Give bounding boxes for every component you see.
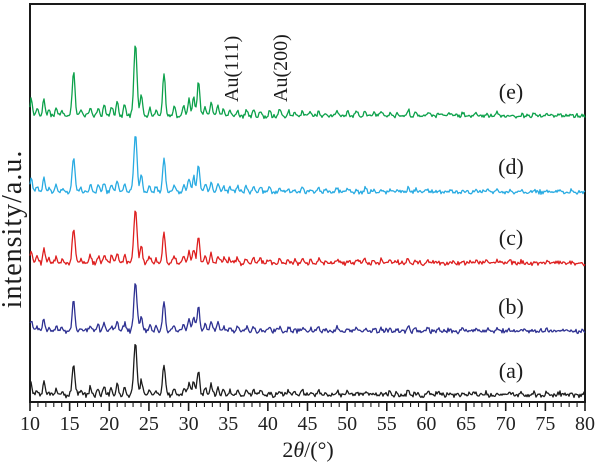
xrd-trace-a	[29, 343, 586, 399]
series-label-e: (e)	[498, 79, 524, 104]
series-label-d: (d)	[498, 154, 524, 179]
xrd-trace-d	[29, 136, 586, 195]
x-tick-label-55: 55	[376, 413, 397, 435]
x-tick-label-35: 35	[218, 413, 239, 435]
x-tick-label-75: 75	[535, 413, 556, 435]
series-label-b: (b)	[498, 294, 524, 319]
annotation-au111: Au(111)	[221, 35, 244, 102]
series-label-c: (c)	[498, 225, 524, 250]
x-axis-label-theta: θ	[293, 437, 305, 462]
annotation-au200: Au(200)	[270, 34, 293, 102]
x-axis-label-prefix: 2	[282, 437, 294, 462]
x-tick-label-70: 70	[495, 413, 516, 435]
x-tick-label-20: 20	[99, 413, 120, 435]
x-tick-label-30: 30	[178, 413, 199, 435]
plot-frame	[29, 3, 586, 403]
x-tick-label-60: 60	[416, 413, 437, 435]
x-tick-label-25: 25	[138, 413, 159, 435]
x-axis-ticks	[29, 403, 586, 411]
x-tick-label-40: 40	[257, 413, 278, 435]
y-axis-label: intensity/a.u.	[0, 149, 28, 309]
x-tick-label-65: 65	[456, 413, 477, 435]
series-label-a: (a)	[498, 358, 524, 383]
x-axis-label: 2θ/(°)	[248, 437, 368, 463]
x-tick-label-10: 10	[20, 413, 40, 435]
x-tick-label-15: 15	[59, 413, 80, 435]
x-tick-label-80: 80	[575, 413, 595, 435]
xrd-trace-b	[29, 283, 586, 335]
x-axis-label-suffix: /(°)	[304, 437, 334, 462]
x-tick-label-50: 50	[337, 413, 358, 435]
xrd-trace-e	[29, 45, 586, 120]
x-tick-label-45: 45	[297, 413, 318, 435]
xrd-trace-c	[29, 210, 586, 267]
